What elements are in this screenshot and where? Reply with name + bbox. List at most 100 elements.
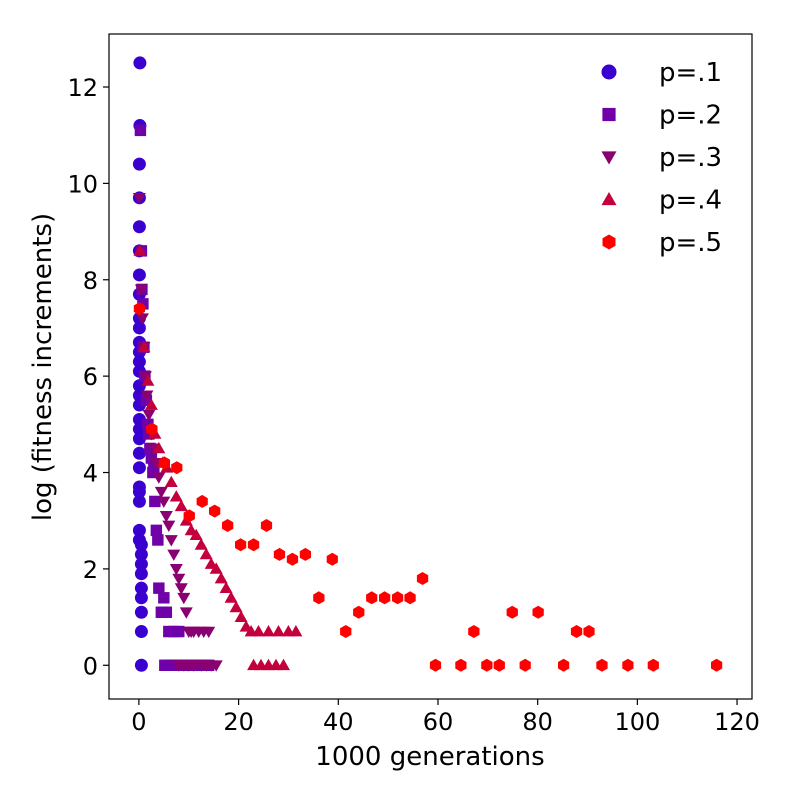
point-series3-3 (135, 313, 149, 325)
point-series5-11 (260, 519, 273, 532)
legend-marker-2 (602, 107, 616, 122)
point-series1-29 (134, 547, 148, 561)
point-series3-17 (167, 549, 181, 561)
point-series3-7 (142, 409, 156, 422)
point-series5-10 (247, 538, 260, 552)
point-series5-26 (468, 625, 480, 638)
point-series1-1 (133, 56, 147, 70)
point-series3-19 (172, 573, 186, 585)
legend-label-3: p=.3 (659, 143, 722, 173)
y-tick-label-6: 6 (83, 363, 98, 391)
point-series4-14 (189, 528, 203, 540)
point-series1-3 (132, 157, 146, 171)
point-series5-7 (209, 504, 221, 518)
point-series5-22 (404, 591, 416, 605)
point-series2-26 (169, 659, 181, 671)
y-tick-label-2: 2 (83, 556, 98, 584)
point-series1-7 (132, 268, 146, 282)
point-series1-26 (132, 523, 146, 537)
point-series1-15 (132, 379, 146, 393)
x-tick-label-20: 20 (223, 708, 254, 736)
point-series1-10 (132, 321, 146, 335)
x-tick-label-120: 120 (714, 708, 760, 736)
x-tick-label-80: 80 (522, 708, 553, 736)
point-series5-31 (532, 605, 544, 619)
point-series1-20 (132, 432, 146, 446)
point-series5-16 (326, 552, 338, 566)
point-series5-19 (366, 591, 378, 605)
point-series3-16 (164, 535, 178, 547)
point-series5-29 (506, 605, 518, 619)
point-series3-21 (177, 592, 191, 605)
point-series5-23 (416, 572, 429, 585)
point-series3-18 (169, 564, 183, 576)
point-series5-2 (146, 422, 158, 436)
y-tick-label-12: 12 (67, 74, 98, 102)
point-series2-14 (149, 495, 161, 508)
point-series1-31 (134, 567, 148, 581)
point-series1-22 (132, 461, 146, 475)
point-series5-4 (171, 461, 183, 475)
point-series5-25 (455, 658, 467, 672)
point-series2-1 (134, 124, 147, 137)
point-series4-18 (209, 562, 223, 574)
x-tick-label-100: 100 (614, 708, 660, 736)
point-series4-27 (262, 625, 275, 637)
point-series4-6 (152, 441, 166, 454)
y-axis-label: log (fitness increments) (28, 213, 58, 521)
y-tick-label-8: 8 (83, 267, 98, 295)
x-axis-label: 1000 generations (315, 742, 544, 772)
point-series3-14 (159, 511, 173, 523)
point-series3-28 (202, 626, 216, 638)
point-series3-13 (157, 496, 171, 508)
point-series5-36 (622, 658, 634, 672)
point-series3-15 (162, 520, 176, 532)
point-series5-28 (493, 658, 505, 672)
point-series4-16 (199, 547, 213, 560)
point-series5-15 (313, 591, 325, 605)
point-series4-3 (141, 374, 155, 386)
point-series2-13 (148, 461, 160, 474)
point-series4-30 (289, 625, 303, 637)
point-series2-4 (137, 298, 149, 310)
point-series5-3 (158, 456, 170, 470)
point-series4-2 (137, 340, 151, 353)
point-series1-25 (132, 494, 146, 508)
point-series5-21 (392, 591, 404, 605)
point-series5-37 (647, 658, 659, 672)
x-tick-label-0: 0 (131, 708, 146, 736)
point-series2-15 (150, 524, 163, 537)
y-tick-label-0: 0 (83, 652, 98, 680)
point-series5-20 (379, 591, 391, 605)
point-series2-23 (173, 625, 185, 638)
point-series5-18 (353, 605, 365, 619)
point-series4-20 (219, 581, 233, 593)
point-series4-19 (214, 572, 228, 584)
point-series3-12 (154, 486, 168, 499)
plot-frame (108, 33, 753, 700)
point-series3-6 (140, 390, 154, 402)
legend-marker-4 (601, 192, 617, 206)
point-series4-35 (277, 658, 290, 671)
point-series4-10 (169, 490, 183, 502)
point-series3-36 (209, 660, 223, 672)
point-series4-1 (133, 244, 147, 256)
point-series4-28 (272, 625, 285, 637)
point-series3-2 (134, 284, 148, 296)
point-series2-8 (142, 418, 154, 431)
point-series3-11 (152, 472, 166, 484)
point-series5-24 (429, 658, 442, 672)
point-series5-38 (711, 658, 723, 672)
point-series5-14 (299, 547, 311, 561)
y-axis: 0 2 4 6 8 10 12 (67, 74, 109, 680)
point-series4-21 (224, 591, 238, 603)
point-series3-20 (174, 583, 188, 595)
y-tick-label-10: 10 (67, 170, 98, 198)
point-series4-15 (194, 538, 208, 550)
point-series2-16 (152, 534, 164, 546)
x-tick-label-40: 40 (323, 708, 354, 736)
point-series5-13 (286, 552, 299, 566)
legend-label-2: p=.2 (659, 101, 722, 131)
